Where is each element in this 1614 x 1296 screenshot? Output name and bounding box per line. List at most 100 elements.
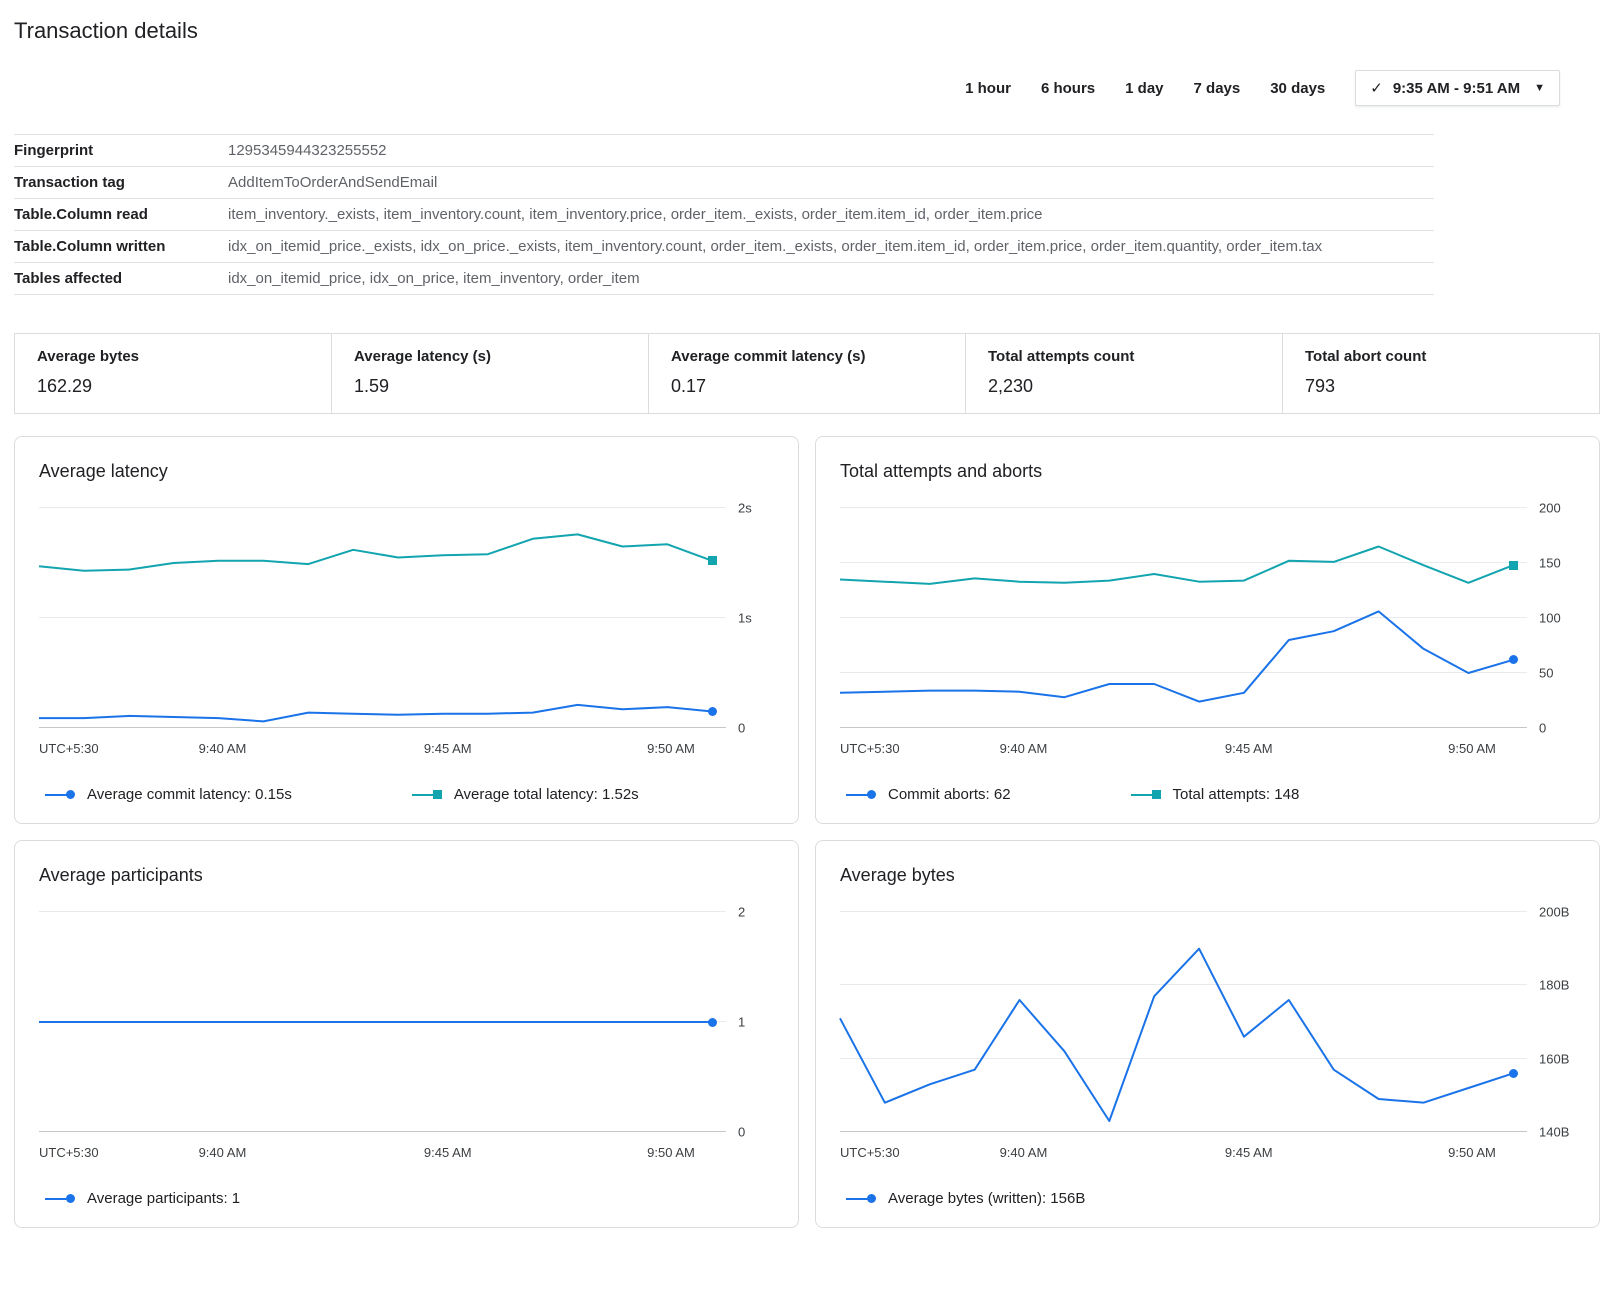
legend-item-total-attempts[interactable]: Total attempts: 148: [1130, 786, 1300, 803]
series-end-marker: [707, 556, 717, 566]
time-range-label: 9:35 AM - 9:51 AM: [1392, 79, 1521, 97]
legend-marker-square: [432, 790, 442, 799]
x-axis-label: 9:45 AM: [423, 741, 472, 756]
y-axis-label: 140B: [1539, 1124, 1570, 1140]
details-row-tables-affected: Tables affected idx_on_itemid_price, idx_…: [14, 263, 1434, 295]
time-range-selector[interactable]: ✓ 9:35 AM - 9:51 AM ▼: [1355, 70, 1560, 106]
chart-legend: Average commit latency: 0.15s Average tot…: [39, 778, 774, 809]
legend-line: [846, 793, 869, 796]
y-axis-label: 1s: [738, 610, 752, 626]
legend-marker-circle: [867, 790, 876, 799]
x-axis-label: 9:40 AM: [198, 1145, 247, 1160]
legend-item-average-bytes-written[interactable]: Average bytes (written): 156B: [846, 1190, 1085, 1207]
legend-label: Average commit latency: 0.15s: [87, 786, 292, 803]
legend-series-icon: [1130, 790, 1161, 800]
series-line-average-bytes-written: [840, 949, 1513, 1121]
chart-legend: Commit aborts: 62 Total attempts: 148: [840, 778, 1575, 809]
y-axis-label: 50: [1539, 665, 1554, 681]
legend-marker-circle: [867, 1194, 876, 1203]
x-axis-label: UTC+5:30: [840, 1145, 900, 1160]
y-axis-label: 150: [1539, 555, 1561, 571]
gridline: [840, 617, 1527, 618]
chart-area: 0 1s 2s: [39, 501, 774, 736]
chart-y-axis: 140B 160B 180B 200B: [1527, 905, 1575, 1140]
stat-label: Average latency (s): [354, 348, 492, 365]
x-axis-label: 9:45 AM: [423, 1145, 472, 1160]
y-axis-label: 200: [1539, 500, 1561, 516]
time-range-option-30-days[interactable]: 30 days: [1270, 79, 1326, 97]
legend-line: [45, 793, 68, 796]
chart-plot-area[interactable]: [840, 911, 1527, 1132]
time-range-option-7-days[interactable]: 7 days: [1193, 79, 1241, 97]
legend-series-icon: [846, 790, 876, 800]
series-line-total-attempts: [840, 547, 1513, 584]
gridline: [840, 672, 1527, 673]
x-axis-label: 9:40 AM: [999, 1145, 1048, 1160]
series-end-marker: [707, 1017, 717, 1027]
gridline: [840, 984, 1527, 986]
chart-x-axis: UTC+5:30 9:40 AM 9:45 AM 9:50 AM: [840, 741, 1527, 758]
chart-plot-area[interactable]: [840, 507, 1527, 728]
stat-label: Total abort count: [1305, 348, 1427, 365]
chart-title: Total attempts and aborts: [840, 461, 1043, 481]
stat-value: 1.59: [354, 376, 390, 396]
details-row-value: 1295345944323255552: [228, 142, 387, 159]
legend-series-icon: [846, 1194, 876, 1204]
chart-x-axis: UTC+5:30 9:40 AM 9:45 AM 9:50 AM: [840, 1145, 1527, 1162]
stat-average-latency-s: Average latency (s) 1.59: [331, 334, 648, 413]
x-axis-label: 9:50 AM: [1448, 1145, 1496, 1160]
legend-item-average-commit-latency[interactable]: Average commit latency: 0.15s: [45, 786, 292, 803]
gridline: [840, 911, 1527, 912]
legend-series-icon: [45, 1194, 75, 1204]
chart-x-axis: UTC+5:30 9:40 AM 9:45 AM 9:50 AM: [39, 741, 726, 758]
y-axis-label: 160B: [1539, 1051, 1570, 1067]
stat-total-attempts-count: Total attempts count 2,230: [965, 334, 1282, 413]
x-axis-label: UTC+5:30: [39, 1145, 99, 1160]
gridline: [39, 617, 726, 618]
chart-legend: Average participants: 1: [39, 1182, 774, 1213]
check-icon: ✓: [1370, 80, 1383, 97]
series-line-average-total-latency: [39, 534, 712, 570]
details-table: Fingerprint 1295345944323255552 Transactio…: [14, 134, 1434, 295]
details-row-label: Table.Column read: [14, 206, 148, 223]
y-axis-label: 2s: [738, 500, 752, 516]
chart-title: Average latency: [39, 461, 168, 481]
y-axis-label: 180B: [1539, 977, 1570, 993]
chart-legend: Average bytes (written): 156B: [840, 1182, 1575, 1213]
details-row-label: Table.Column written: [14, 238, 166, 255]
details-row-label: Fingerprint: [14, 142, 94, 159]
series-line-commit-aborts: [840, 611, 1513, 701]
gridline: [840, 727, 1527, 728]
gridline: [39, 507, 726, 508]
chart-lines-svg: [39, 912, 726, 1132]
legend-item-average-total-latency[interactable]: Average total latency: 1.52s: [411, 786, 639, 803]
legend-line: [411, 793, 435, 796]
series-end-marker: [707, 707, 717, 716]
x-axis-label: 9:50 AM: [1448, 741, 1496, 756]
legend-item-commit-aborts[interactable]: Commit aborts: 62: [846, 786, 1011, 803]
gridline: [840, 562, 1527, 563]
stat-label: Total attempts count: [988, 348, 1135, 365]
stat-value: 793: [1305, 376, 1336, 396]
legend-item-average-participants[interactable]: Average participants: 1: [45, 1190, 240, 1207]
stat-label: Average bytes: [37, 348, 139, 365]
stat-average-commit-latency-s: Average commit latency (s) 0.17: [648, 334, 965, 413]
gridline: [39, 1131, 726, 1132]
page-title: Transaction details: [14, 18, 198, 43]
legend-label: Total attempts: 148: [1172, 786, 1300, 803]
chart-plot-area[interactable]: [39, 507, 726, 728]
time-range-options: 1 hour 6 hours 1 day 7 days 30 days: [965, 80, 1325, 97]
time-range-option-1-hour[interactable]: 1 hour: [965, 79, 1011, 97]
time-range-option-6-hours[interactable]: 6 hours: [1040, 79, 1096, 97]
details-row-table-column-read: Table.Column read item_inventory._exists,…: [14, 199, 1434, 231]
details-row-value: item_inventory._exists, item_inventory.c…: [228, 206, 1043, 223]
gridline: [39, 911, 726, 912]
time-range-option-1-day[interactable]: 1 day: [1125, 79, 1164, 97]
details-row-transaction-tag: Transaction tag AddItemToOrderAndSendEmai…: [14, 167, 1434, 199]
details-row-value: idx_on_itemid_price, idx_on_price, item_…: [228, 270, 640, 287]
chart-plot-area[interactable]: [39, 911, 726, 1132]
stat-average-bytes: Average bytes 162.29: [15, 334, 331, 413]
gridline: [840, 1057, 1527, 1059]
stat-total-abort-count: Total abort count 793: [1282, 334, 1599, 413]
legend-label: Commit aborts: 62: [888, 786, 1011, 803]
